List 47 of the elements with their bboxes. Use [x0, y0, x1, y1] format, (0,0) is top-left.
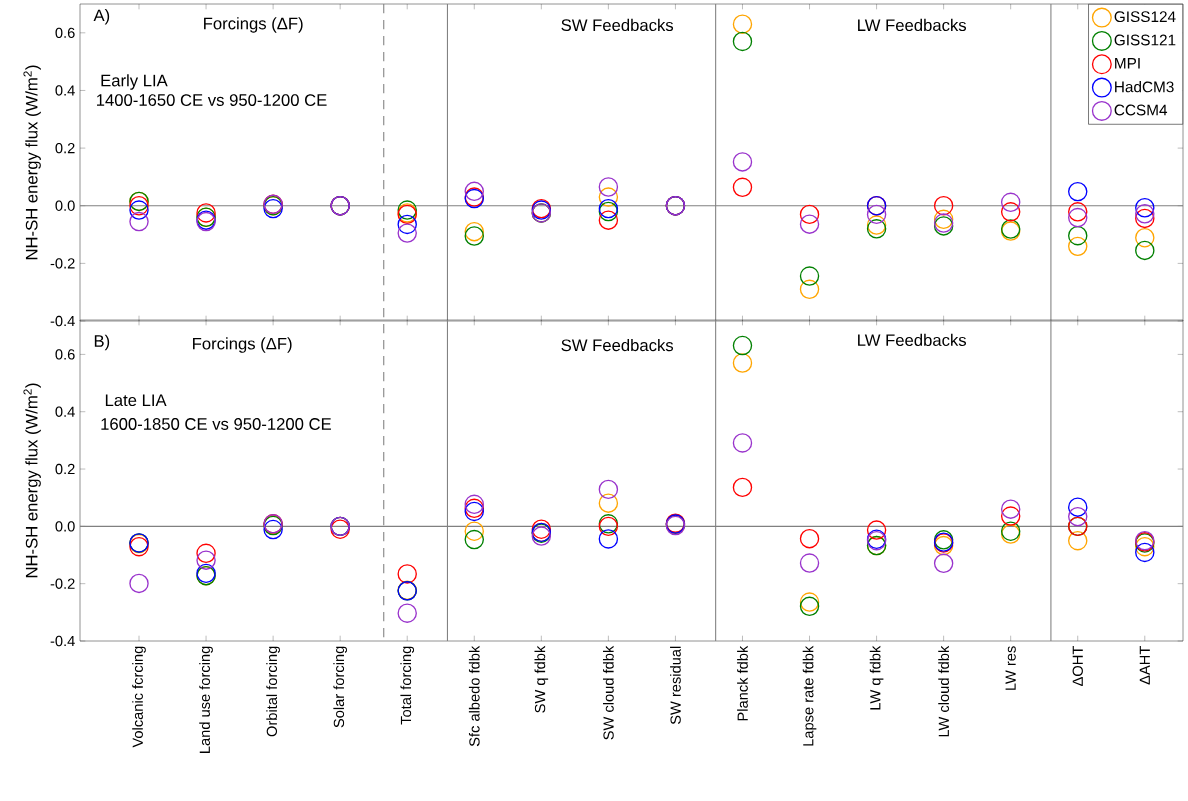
legend-label: GISS124 [1114, 11, 1176, 23]
annotation: 1600-1850 CE vs 950-1200 CE [101, 418, 331, 430]
annotation: SW Feedbacks [561, 338, 674, 352]
y-tick-label: 0.4 [55, 406, 75, 417]
x-tick-label: SW cloud fdbk [602, 645, 614, 740]
x-tick-label: LW q fdbk [869, 645, 884, 710]
y-tick-label: 0.2 [55, 463, 75, 475]
x-tick-label: Orbital forcing [266, 646, 280, 737]
legend-label: HadCM3 [1115, 81, 1174, 93]
y-tick-label: -0.4 [50, 635, 75, 647]
annotation: LW Feedbacks [858, 333, 967, 347]
y-tick-label: 0.4 [55, 85, 75, 96]
legend-label: MPI [1115, 58, 1140, 69]
annotation: B) [94, 334, 110, 351]
annotation: SW Feedbacks [561, 18, 674, 32]
x-tick-label: Volcanic fcrcing [132, 646, 146, 748]
x-tick-label: ΔAHT [1139, 646, 1150, 685]
annotation: LW Feedbacks [858, 18, 967, 32]
x-tick-label: LW cloud fdbk [938, 645, 950, 737]
x-tick-label: Land use forcing [199, 646, 213, 753]
annotation: Early LIA [101, 74, 168, 90]
y-tick-label: 0.6 [55, 27, 75, 39]
y-tick-label: 0.2 [55, 142, 75, 154]
y-tick-label: -0.2 [50, 578, 75, 589]
annotation: Late LIA [105, 394, 167, 407]
y-tick-label: -0.4 [50, 315, 75, 327]
x-tick-label: ΔOHT [1072, 646, 1083, 687]
y-tick-label: -0.2 [50, 258, 75, 269]
x-tick-label: LW res [1005, 646, 1016, 690]
y-tick-label: 0.0 [55, 521, 75, 532]
x-tick-label: Sfc albedo fdbk [468, 645, 480, 747]
x-tick-label: Lapse rate fdbk [802, 645, 817, 746]
y-axis-title: NH-SH energy flux (W/m$^{2}$) [23, 383, 41, 578]
y-tick-label: 0.6 [55, 349, 75, 360]
annotation: Forcings (ΔF) [193, 337, 292, 353]
x-tick-label: SW residual [670, 646, 681, 725]
legend-label: GISS121 [1114, 34, 1176, 46]
annotation: Forcings (ΔF) [204, 17, 303, 33]
legend-label: CCSM4 [1114, 104, 1168, 116]
x-tick-label: Total forcing [400, 646, 415, 725]
y-tick-label: 0.0 [55, 200, 75, 211]
x-tick-label: SW q fdbk [534, 645, 549, 713]
x-tick-label: Solar forcing [333, 646, 347, 728]
x-tick-label: Planck fdbk [737, 645, 748, 721]
annotation: A) [93, 9, 110, 25]
y-axis-title: NH-SH energy flux (W/m$^{2}$) [23, 65, 41, 260]
annotation: 1400-1650 CE vs 950-1200 CE [97, 94, 327, 106]
